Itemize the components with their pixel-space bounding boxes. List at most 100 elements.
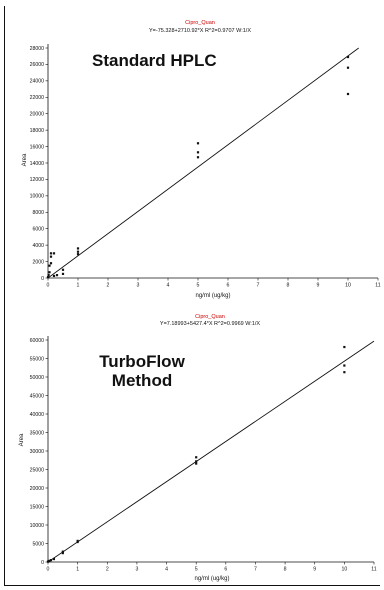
y-tick-label: 60000 (30, 338, 45, 344)
x-tick-label: 11 (375, 283, 380, 289)
chart-2-annotation-line-2: Method (112, 371, 172, 390)
y-tick-label: 40000 (30, 412, 45, 418)
x-tick-label: 9 (313, 567, 316, 573)
y-tick-label: 5000 (32, 541, 44, 547)
data-point (49, 252, 53, 255)
y-tick-label: 55000 (30, 356, 45, 362)
x-tick-label: 11 (371, 567, 376, 573)
chart-2-y-ticks: 0 5000 10000 15000 20000 25000 30000 35000 40000… (30, 338, 48, 566)
data-point (76, 253, 80, 256)
data-point (52, 252, 56, 255)
y-tick-label: 24000 (30, 79, 45, 85)
x-tick-label: 10 (341, 567, 347, 573)
chart-1-y-axis-title: Area (22, 153, 28, 166)
y-tick-label: 45000 (30, 393, 45, 399)
chart-1-x-ticks: 0 1 2 3 4 5 6 7 8 9 10 11 (47, 278, 381, 289)
y-tick-label: 20000 (30, 112, 45, 118)
chart-2-points (46, 345, 346, 563)
x-tick-label: 1 (77, 283, 80, 289)
data-point (61, 552, 64, 555)
data-point (48, 271, 51, 274)
x-tick-label: 8 (284, 567, 287, 573)
y-tick-label: 6000 (32, 227, 44, 233)
y-tick-label: 0 (41, 276, 44, 282)
chart-1-equation: Y=-75.328+2710.92*X R^2=0.9707 W:1/X (149, 28, 251, 34)
y-tick-label: 12000 (30, 177, 45, 183)
x-tick-label: 3 (135, 567, 138, 573)
y-tick-label: 16000 (30, 144, 45, 150)
chart-2-equation: Y=7.18993+5427.4*X R^2=0.9969 W:1/X (160, 321, 261, 327)
x-tick-label: 7 (254, 567, 257, 573)
figure-frame (4, 6, 380, 586)
y-tick-label: 14000 (30, 161, 45, 167)
data-point (76, 247, 80, 250)
chart-2-fit-line-group (47, 340, 375, 563)
data-point (196, 142, 200, 145)
data-point (61, 550, 64, 553)
data-point (343, 345, 346, 349)
data-point (343, 364, 346, 367)
data-point (195, 456, 198, 459)
y-tick-label: 25000 (30, 467, 45, 473)
data-point (76, 540, 79, 544)
chart-2-fit-line (47, 340, 375, 563)
data-point (76, 539, 79, 543)
data-point (47, 274, 50, 277)
x-tick-label: 5 (195, 567, 198, 573)
chart-1-fit-line-group (47, 47, 359, 279)
y-tick-label: 30000 (30, 449, 45, 455)
data-point (61, 272, 65, 275)
chart-1-axes (47, 44, 378, 279)
y-tick-label: 2000 (32, 259, 44, 265)
data-point (48, 559, 51, 562)
y-tick-label: 18000 (30, 128, 45, 134)
data-point (346, 55, 350, 59)
data-point (196, 151, 200, 154)
y-tick-label: 4000 (32, 243, 44, 249)
x-tick-label: 5 (197, 283, 200, 289)
x-tick-label: 0 (47, 283, 50, 289)
x-tick-label: 6 (227, 283, 230, 289)
chart-1-y-ticks: 0 2000 4000 6000 8000 10000 12000 14000 16000 180… (30, 46, 48, 282)
data-point (49, 262, 53, 265)
y-tick-label: 20000 (30, 486, 45, 492)
chart-2-axes (47, 336, 374, 563)
data-point (195, 460, 198, 463)
data-point (76, 250, 80, 253)
x-tick-label: 7 (257, 283, 260, 289)
data-point (52, 557, 56, 561)
chart-1-x-axis-title: ng/ml (ug/kg) (195, 293, 230, 299)
y-tick-label: 15000 (30, 504, 45, 510)
x-tick-label: 0 (47, 567, 50, 573)
chart-2-x-axis-title: ng/ml (ug/kg) (194, 576, 229, 582)
data-point (49, 255, 53, 258)
data-point (346, 92, 350, 96)
data-point (61, 268, 65, 271)
y-tick-label: 8000 (32, 210, 44, 216)
standard-hplc-chart: Cipro_Quan Y=-75.328+2710.92*X R^2=0.970… (22, 20, 381, 299)
chart-1-series-name: Cipro_Quan (185, 20, 215, 26)
x-tick-label: 1 (76, 567, 79, 573)
y-tick-label: 28000 (30, 46, 45, 52)
x-tick-label: 4 (167, 283, 170, 289)
x-tick-label: 6 (224, 567, 227, 573)
y-tick-label: 0 (41, 560, 44, 566)
chart-1-annotation: Standard HPLC (92, 51, 217, 70)
data-point (55, 274, 59, 277)
data-point (346, 66, 350, 69)
chart-2-x-ticks: 0 1 2 3 4 5 6 7 8 9 10 11 (47, 562, 377, 573)
x-tick-label: 2 (106, 567, 109, 573)
data-point (343, 371, 346, 374)
chart-2-annotation-line-1: TurboFlow (99, 352, 185, 371)
x-tick-label: 2 (107, 283, 110, 289)
chart-1-fit-line (47, 47, 359, 279)
x-tick-label: 4 (165, 567, 168, 573)
y-tick-label: 50000 (30, 375, 45, 381)
x-tick-label: 10 (345, 283, 351, 289)
chart-2-y-axis-title: Area (19, 433, 25, 446)
y-tick-label: 10000 (30, 194, 45, 200)
data-point (48, 264, 51, 267)
data-point (49, 559, 53, 562)
data-point (46, 276, 50, 279)
